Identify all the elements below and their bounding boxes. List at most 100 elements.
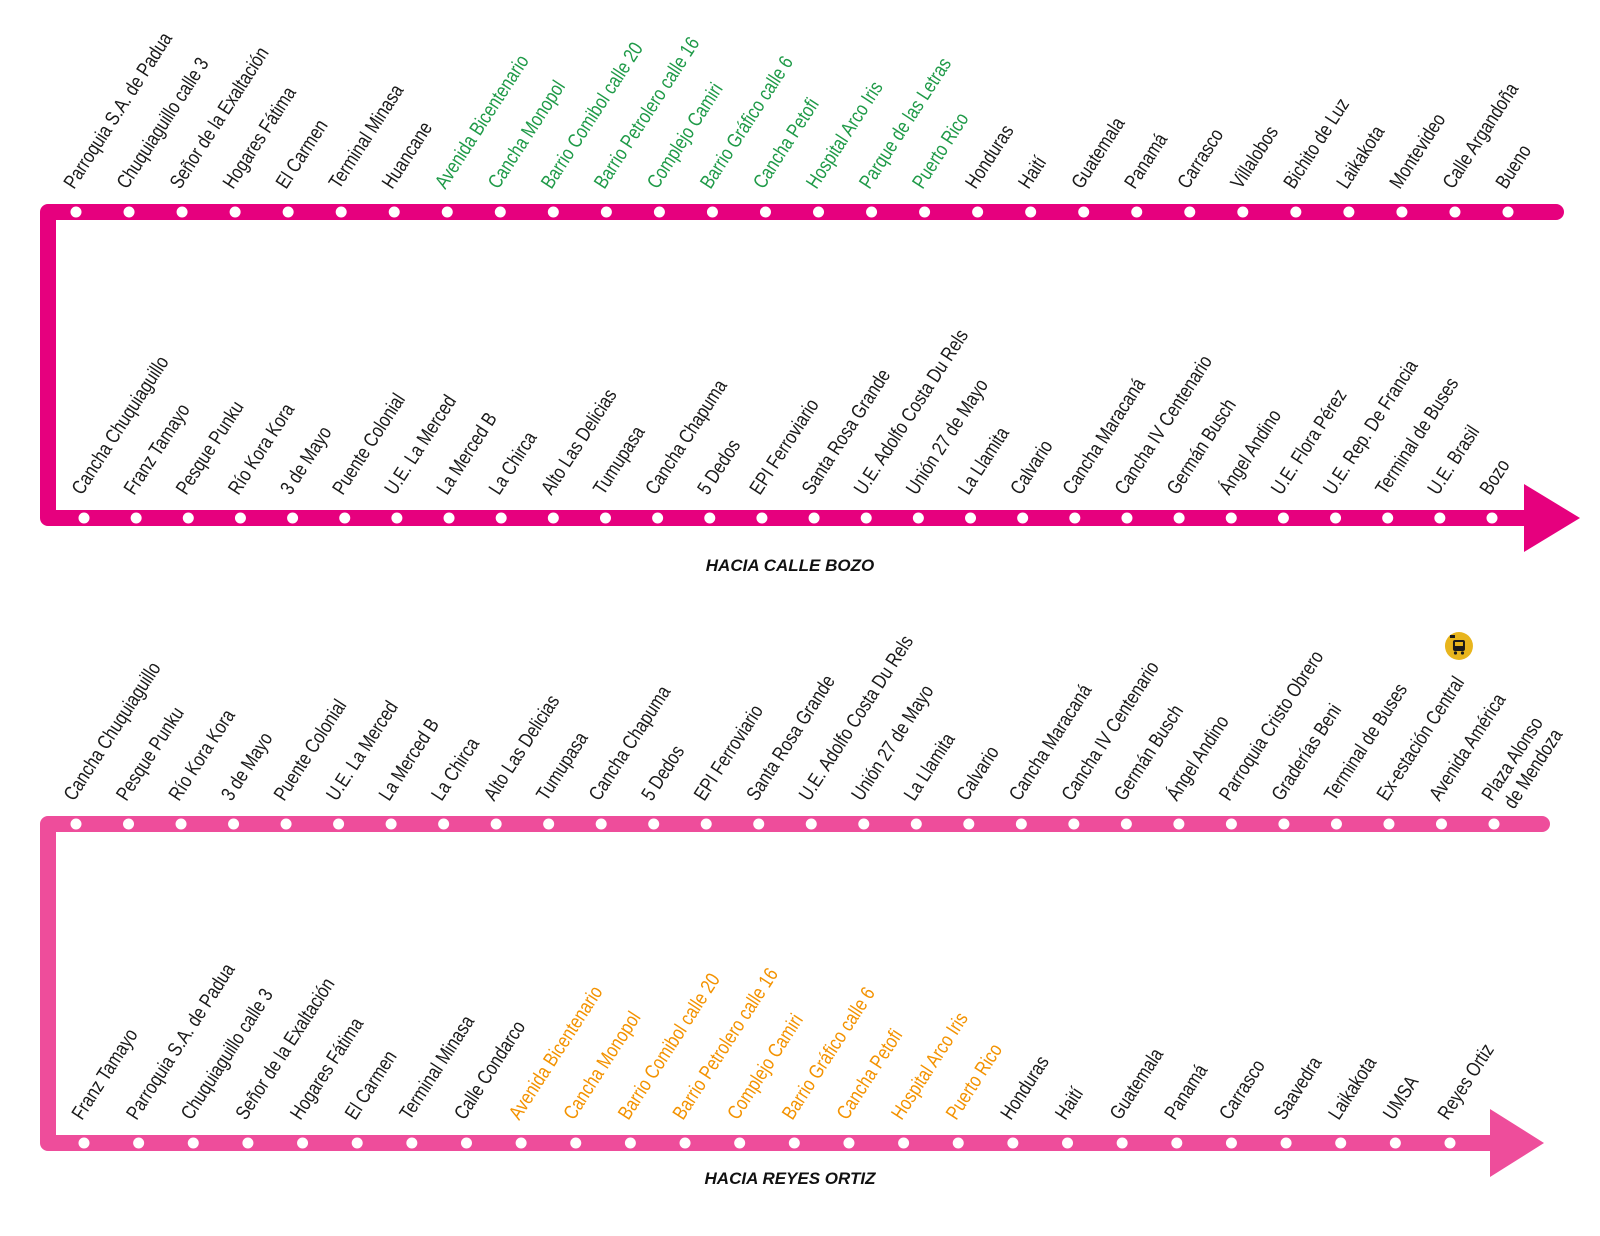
stop-el-carmen[interactable]: El Carmen bbox=[340, 1046, 401, 1151]
stop-marker[interactable] bbox=[121, 816, 137, 832]
stop-marker[interactable] bbox=[597, 510, 613, 526]
stop-la-chirca[interactable]: La Chirca bbox=[426, 732, 484, 832]
stop-marker[interactable] bbox=[128, 510, 144, 526]
stop-marker[interactable] bbox=[180, 510, 196, 526]
stop-la-llamita[interactable]: La Llamita bbox=[899, 728, 960, 832]
stop-marker[interactable] bbox=[1484, 510, 1500, 526]
stop-marker[interactable] bbox=[970, 204, 986, 220]
stop-marker[interactable] bbox=[698, 816, 714, 832]
stop-marker[interactable] bbox=[76, 1135, 92, 1151]
stop-marker[interactable] bbox=[1060, 1135, 1076, 1151]
stop-marker[interactable] bbox=[806, 510, 822, 526]
stop-tumupasa[interactable]: Tumupasa bbox=[531, 727, 593, 832]
stop-marker[interactable] bbox=[333, 204, 349, 220]
stop-marker[interactable] bbox=[1114, 1135, 1130, 1151]
stop-marker[interactable] bbox=[76, 510, 92, 526]
stop-marker[interactable] bbox=[1015, 510, 1031, 526]
stop-marker[interactable] bbox=[458, 1135, 474, 1151]
stop-marker[interactable] bbox=[650, 510, 666, 526]
stop-marker[interactable] bbox=[963, 510, 979, 526]
stop-marker[interactable] bbox=[677, 1135, 693, 1151]
stop-marker[interactable] bbox=[226, 816, 242, 832]
stop-marker[interactable] bbox=[545, 510, 561, 526]
stop-marker[interactable] bbox=[908, 816, 924, 832]
stop-marker[interactable] bbox=[702, 510, 718, 526]
stop-marker[interactable] bbox=[864, 204, 880, 220]
stop-u-e-brasil[interactable]: U.E. Brasil bbox=[1422, 421, 1484, 526]
stop-marker[interactable] bbox=[1171, 510, 1187, 526]
stop-la-llamita[interactable]: La Llamita bbox=[953, 422, 1014, 526]
stop-marker[interactable] bbox=[757, 204, 773, 220]
stop-marker[interactable] bbox=[541, 816, 557, 832]
stop-honduras[interactable]: Honduras bbox=[995, 1051, 1053, 1151]
stop-marker[interactable] bbox=[917, 204, 933, 220]
stop-laikakota[interactable]: Laikakota bbox=[1323, 1051, 1381, 1151]
stop-marker[interactable] bbox=[1223, 1135, 1239, 1151]
stop-montevideo[interactable]: Montevideo bbox=[1384, 109, 1450, 220]
stop-marker[interactable] bbox=[404, 1135, 420, 1151]
stop-marker[interactable] bbox=[1005, 1135, 1021, 1151]
stop-marker[interactable] bbox=[1381, 816, 1397, 832]
stop-marker[interactable] bbox=[1333, 1135, 1349, 1151]
stop-marker[interactable] bbox=[803, 816, 819, 832]
stop-marker[interactable] bbox=[240, 1135, 256, 1151]
stop-marker[interactable] bbox=[1328, 816, 1344, 832]
stop-marker[interactable] bbox=[754, 510, 770, 526]
stop-marker[interactable] bbox=[1067, 510, 1083, 526]
stop-ex-estacion-central[interactable]: Ex-estación Central bbox=[1371, 632, 1473, 832]
stop-marker[interactable] bbox=[1169, 1135, 1185, 1151]
stop-3-de-mayo[interactable]: 3 de Mayo bbox=[216, 728, 277, 832]
stop-marker[interactable] bbox=[121, 204, 137, 220]
stop-marker[interactable] bbox=[704, 204, 720, 220]
stop-marker[interactable] bbox=[349, 1135, 365, 1151]
stop-marker[interactable] bbox=[280, 204, 296, 220]
stop-marker[interactable] bbox=[1433, 816, 1449, 832]
stop-marker[interactable] bbox=[1118, 816, 1134, 832]
stop-puerto-rico[interactable]: Puerto Rico bbox=[941, 1039, 1007, 1151]
stop-marker[interactable] bbox=[1500, 204, 1516, 220]
stop-marker[interactable] bbox=[1129, 204, 1145, 220]
stop-marker[interactable] bbox=[1066, 816, 1082, 832]
stop-epi-ferroviario[interactable]: EPI Ferroviario bbox=[689, 700, 768, 832]
stop-marker[interactable] bbox=[1223, 816, 1239, 832]
stop-marker[interactable] bbox=[950, 1135, 966, 1151]
stop-marker[interactable] bbox=[331, 816, 347, 832]
stop-marker[interactable] bbox=[1182, 204, 1198, 220]
stop-marker[interactable] bbox=[598, 204, 614, 220]
stop-marker[interactable] bbox=[811, 204, 827, 220]
stop-puente-colonial[interactable]: Puente Colonial bbox=[268, 695, 351, 832]
stop-guatemala[interactable]: Guatemala bbox=[1066, 112, 1129, 220]
stop-marker[interactable] bbox=[389, 510, 405, 526]
stop-marker[interactable] bbox=[646, 816, 662, 832]
stop-marker[interactable] bbox=[732, 1135, 748, 1151]
stop-marker[interactable] bbox=[568, 1135, 584, 1151]
stop-marker[interactable] bbox=[1076, 204, 1092, 220]
stop-saavedra[interactable]: Saavedra bbox=[1268, 1051, 1326, 1151]
stop-marker[interactable] bbox=[513, 1135, 529, 1151]
stop-marker[interactable] bbox=[1276, 816, 1292, 832]
stop-marker[interactable] bbox=[858, 510, 874, 526]
stop-la-chirca[interactable]: La Chirca bbox=[484, 426, 542, 526]
stop-marker[interactable] bbox=[1278, 1135, 1294, 1151]
stop-marker[interactable] bbox=[593, 816, 609, 832]
stop-marker[interactable] bbox=[278, 816, 294, 832]
stop-marker[interactable] bbox=[1486, 816, 1502, 832]
stop-villalobos[interactable]: Villalobos bbox=[1225, 121, 1283, 220]
stop-marker[interactable] bbox=[185, 1135, 201, 1151]
stop-guatemala[interactable]: Guatemala bbox=[1105, 1043, 1168, 1151]
stop-marker[interactable] bbox=[1341, 204, 1357, 220]
stop-marker[interactable] bbox=[68, 816, 84, 832]
stop-el-carmen[interactable]: El Carmen bbox=[271, 115, 332, 220]
stop-marker[interactable] bbox=[1119, 510, 1135, 526]
stop-marker[interactable] bbox=[1223, 510, 1239, 526]
stop-marker[interactable] bbox=[856, 816, 872, 832]
stop-marker[interactable] bbox=[441, 510, 457, 526]
stop-marker[interactable] bbox=[436, 816, 452, 832]
stop-marker[interactable] bbox=[493, 510, 509, 526]
stop-marker[interactable] bbox=[173, 816, 189, 832]
stop-marker[interactable] bbox=[285, 510, 301, 526]
stop-marker[interactable] bbox=[174, 204, 190, 220]
stop-marker[interactable] bbox=[961, 816, 977, 832]
stop-marker[interactable] bbox=[386, 204, 402, 220]
stop-marker[interactable] bbox=[439, 204, 455, 220]
